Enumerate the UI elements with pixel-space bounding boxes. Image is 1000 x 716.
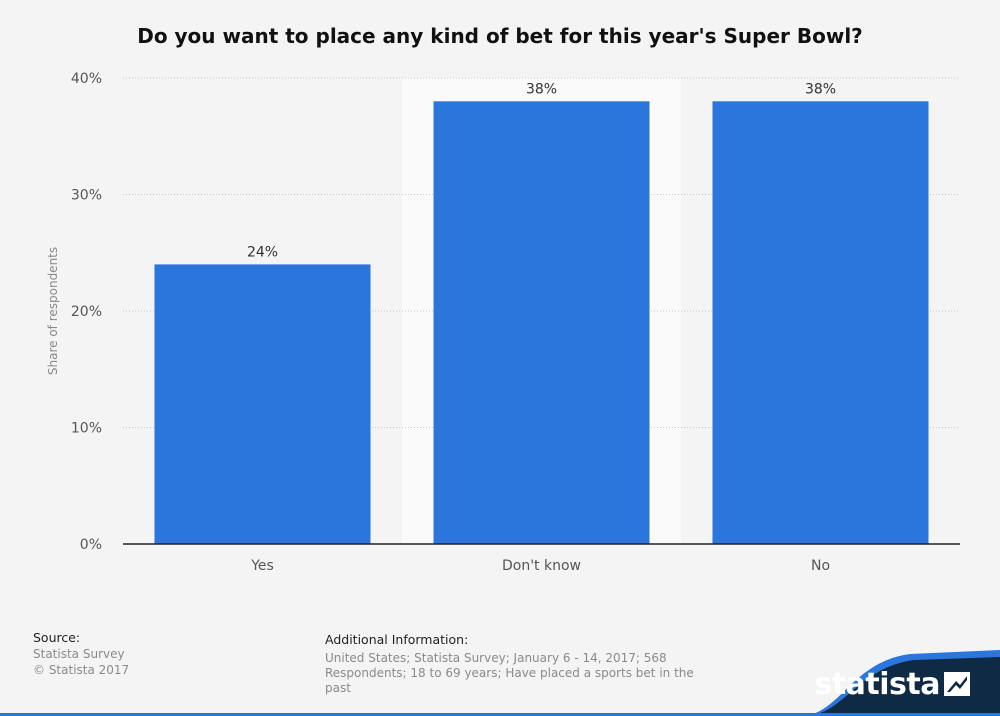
- x-tick-label: No: [811, 558, 830, 574]
- source-name: Statista Survey: [33, 647, 125, 661]
- chart-title: Do you want to place any kind of bet for…: [137, 24, 863, 48]
- brand-swoosh: [800, 650, 1000, 716]
- y-tick-label: 20%: [71, 304, 102, 320]
- additional-info-block: Additional Information: United States; S…: [325, 632, 705, 696]
- additional-info-text: United States; Statista Survey; January …: [325, 651, 694, 695]
- data-label: 38%: [526, 81, 557, 97]
- bar: [433, 101, 650, 545]
- statista-logo-icon: [944, 672, 970, 696]
- x-tick-label: Don't know: [502, 558, 581, 574]
- source-copyright: © Statista 2017: [33, 663, 130, 677]
- bar: [154, 264, 371, 544]
- statista-brand[interactable]: statista: [800, 644, 1000, 716]
- data-label: 24%: [247, 244, 278, 260]
- source-heading: Source:: [33, 630, 81, 645]
- x-tick-label: Yes: [250, 558, 274, 574]
- source-block: Source: Statista Survey © Statista 2017: [33, 630, 129, 678]
- additional-info-heading: Additional Information:: [325, 632, 469, 647]
- bottom-accent-line: [0, 713, 1000, 716]
- y-tick-label: 40%: [71, 71, 102, 87]
- bar-chart: 0% 10% 20% 30% 40% 24% Yes 38% Don't know 38% No Sh…: [46, 71, 960, 574]
- brand-name: statista: [814, 667, 940, 702]
- y-axis-label: Share of respondents: [46, 247, 60, 375]
- y-tick-label: 10%: [71, 421, 102, 437]
- y-tick-label: 30%: [71, 188, 102, 204]
- data-label: 38%: [805, 81, 836, 97]
- bar: [712, 101, 929, 545]
- y-tick-label: 0%: [80, 537, 102, 553]
